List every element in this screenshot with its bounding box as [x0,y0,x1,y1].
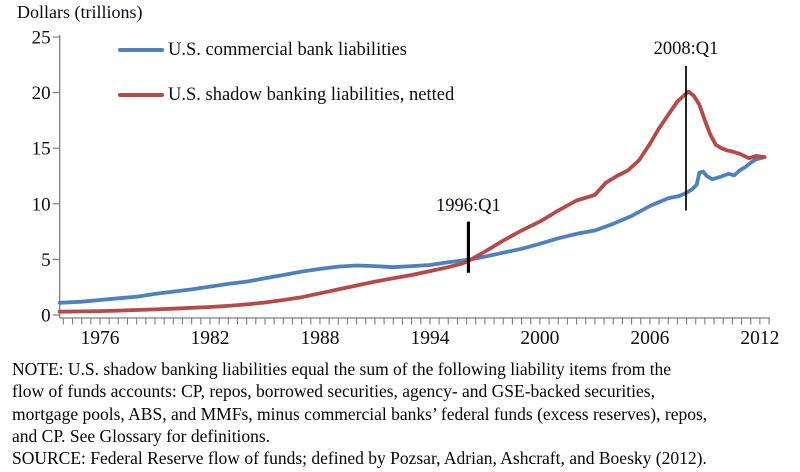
x-tick-label: 1982 [190,328,229,349]
y-tick-label: 20 [32,83,51,104]
series-line-0 [57,155,767,305]
y-tick-label: 10 [32,194,51,215]
y-tick-label: 25 [32,28,51,49]
note-line: NOTE: U.S. shadow banking liabilities eq… [12,359,672,379]
legend-swatch-blue-line [118,47,164,53]
note-line: and CP. See Glossary for definitions. [12,425,271,446]
x-tick-label: 2006 [630,328,669,349]
annotation-label-2008q1: 2008:Q1 [653,39,719,60]
source-line: SOURCE: Federal Reserve flow of funds; d… [12,448,707,469]
y-axis-unit-label: Dollars (trillions) [17,2,143,22]
y-tick-label: 15 [32,139,51,160]
legend-label-shadow-banking: U.S. shadow banking liabilities, netted [168,84,455,105]
x-tick-label: 2000 [520,328,559,349]
chart-canvas: 0 5 10 15 20 25 1976 1982 1988 1994 2000 2006 2012 [32,28,780,350]
footnote: NOTE: U.S. shadow banking liabilities eq… [12,358,798,469]
series-line-1 [57,89,767,314]
x-tick-label: 1994 [410,328,449,349]
x-tick-label: 1976 [81,328,120,349]
y-tick-label: 0 [41,306,51,327]
note-line: flow of funds accounts: CP, repos, borro… [12,381,655,402]
legend-swatch-red-line [118,92,164,98]
legend-label-commercial-bank: U.S. commercial bank liabilities [168,39,407,60]
legend: U.S. commercial bank liabilities U.S. sh… [118,39,454,129]
x-tick-label: 2012 [740,328,779,349]
legend-item-commercial-bank: U.S. commercial bank liabilities [118,39,454,61]
annotation-label-1996q1: 1996:Q1 [436,196,501,217]
note-line: mortgage pools, ABS, and MMFs, minus com… [12,403,708,424]
x-tick-label: 1988 [300,328,339,349]
legend-item-shadow-banking: U.S. shadow banking liabilities, netted [118,84,454,106]
y-tick-label: 5 [41,250,51,271]
